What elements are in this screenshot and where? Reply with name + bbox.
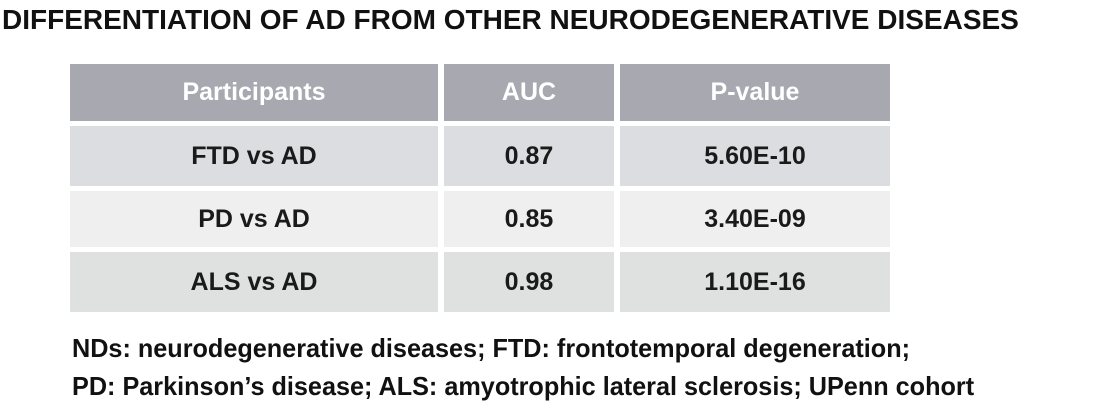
column-header-participants: Participants <box>70 64 438 121</box>
table-cell-p-value: 1.10E-16 <box>620 252 890 312</box>
footnote-line-2: PD: Parkinson’s disease; ALS: amyotrophi… <box>72 371 975 401</box>
table-cell-p-value: 5.60E-10 <box>620 126 890 186</box>
table-cell-participants: ALS vs AD <box>70 252 438 312</box>
table-cell-auc: 0.87 <box>444 126 614 186</box>
table-cell-auc: 0.98 <box>444 252 614 312</box>
column-header-p-value: P-value <box>620 64 890 121</box>
page-title: DIFFERENTIATION OF AD FROM OTHER NEURODE… <box>2 4 1019 35</box>
table-cell-participants: PD vs AD <box>70 191 438 247</box>
table-cell-p-value: 3.40E-09 <box>620 191 890 247</box>
footnote: NDs: neurodegenerative diseases; FTD: fr… <box>72 329 974 405</box>
column-header-auc: AUC <box>444 64 614 121</box>
footnote-line-1: NDs: neurodegenerative diseases; FTD: fr… <box>72 333 911 363</box>
table-cell-participants: FTD vs AD <box>70 126 438 186</box>
table-cell-auc: 0.85 <box>444 191 614 247</box>
results-table: Participants AUC P-value FTD vs AD 0.87 … <box>70 64 890 312</box>
